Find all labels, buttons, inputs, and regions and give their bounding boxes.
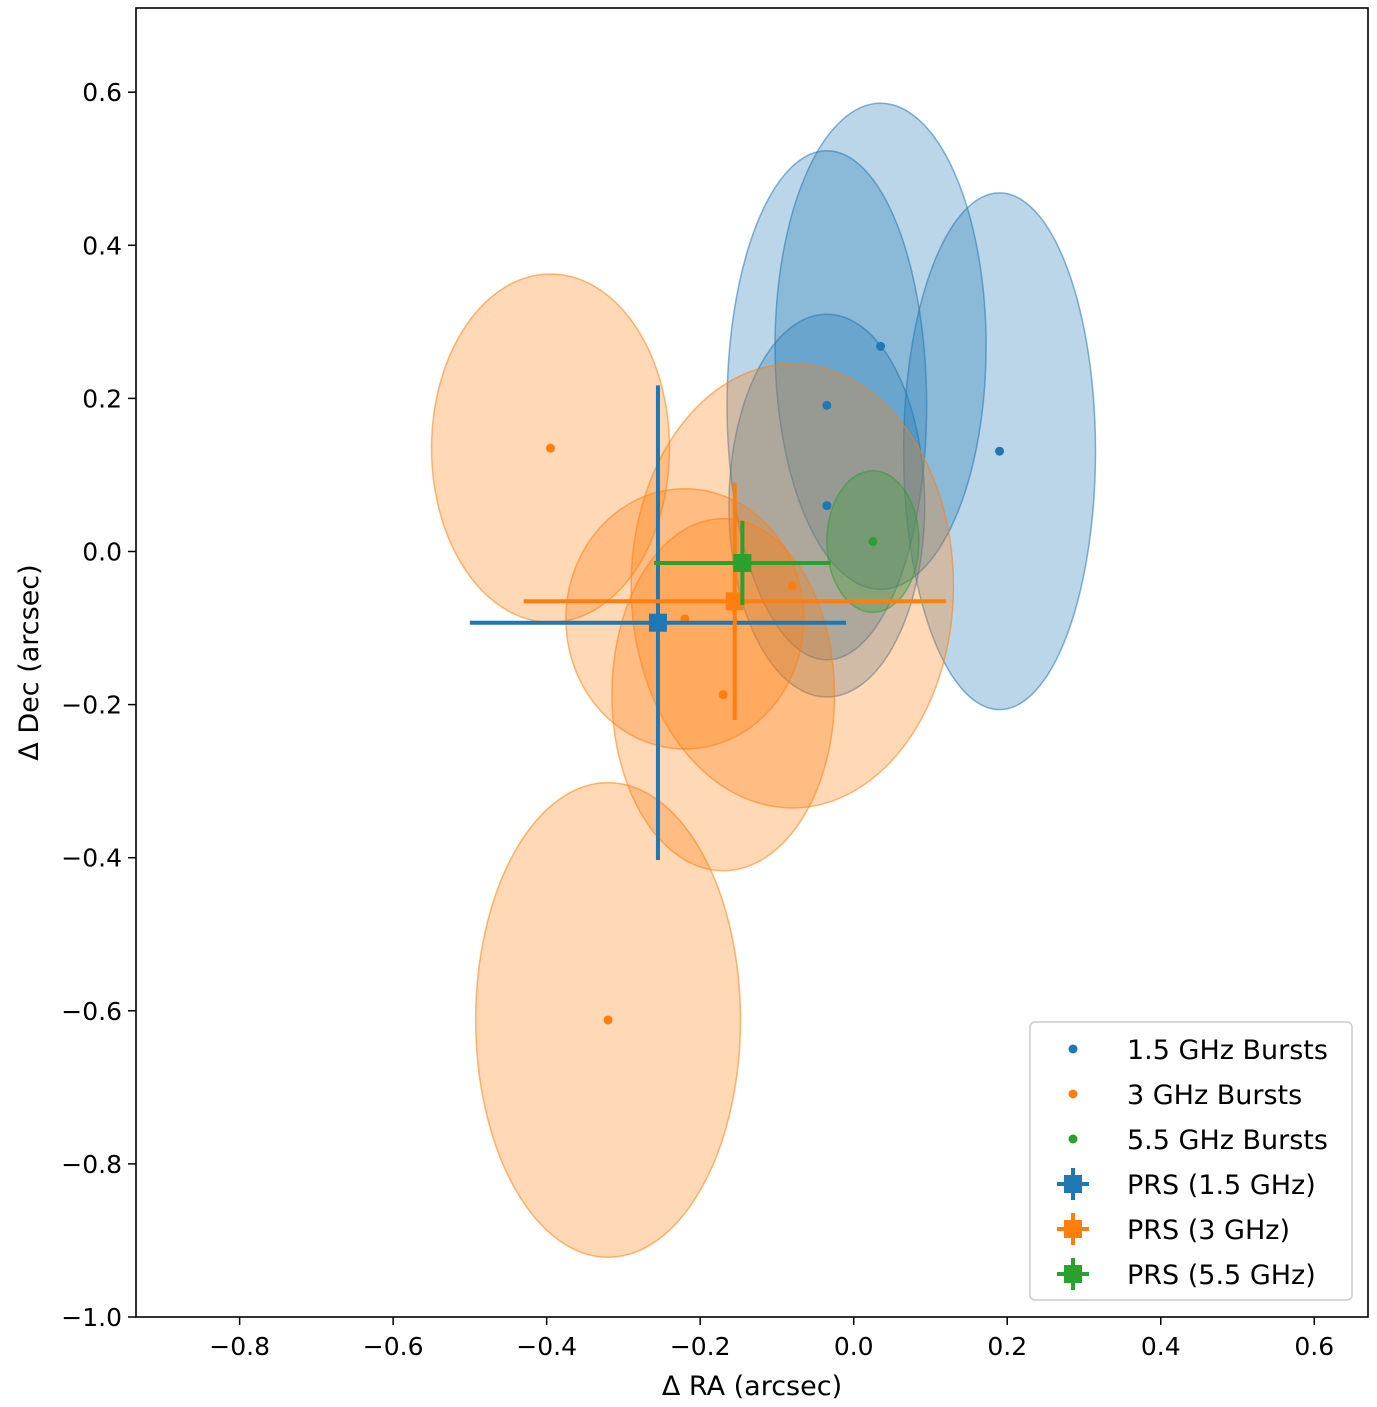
legend-square-marker bbox=[1064, 1175, 1082, 1193]
y-tick-label: 0.0 bbox=[82, 538, 122, 567]
legend-label: 3 GHz Bursts bbox=[1127, 1080, 1302, 1111]
plot-frame bbox=[135, 7, 1369, 1318]
y-tick-label: −0.2 bbox=[61, 691, 122, 720]
x-tick-label: −0.6 bbox=[363, 1332, 424, 1361]
legend-label: PRS (5.5 GHz) bbox=[1127, 1260, 1316, 1291]
legend-item: 3 GHz Bursts bbox=[1068, 1080, 1302, 1111]
legend-item: PRS (1.5 GHz) bbox=[1057, 1168, 1316, 1201]
burst-point-9 bbox=[868, 537, 878, 547]
legend-box bbox=[1029, 1021, 1353, 1301]
prs-marker-0 bbox=[648, 613, 667, 632]
x-axis-label: Δ RA (arcsec) bbox=[662, 1371, 842, 1402]
y-tick-label: −0.6 bbox=[61, 997, 122, 1026]
y-tick-label: −1.0 bbox=[61, 1303, 122, 1332]
prs-marker-2 bbox=[733, 553, 752, 572]
y-tick-label: −0.4 bbox=[61, 844, 122, 873]
y-axis-label: Δ Dec (arcsec) bbox=[14, 564, 45, 760]
x-tick-label: 0.6 bbox=[1294, 1332, 1334, 1361]
burst-point-7 bbox=[718, 690, 728, 700]
burst-point-8 bbox=[603, 1015, 613, 1025]
burst-point-3 bbox=[822, 501, 832, 511]
legend-label: PRS (3 GHz) bbox=[1127, 1215, 1290, 1246]
x-tick-label: −0.4 bbox=[516, 1332, 577, 1361]
burst-point-2 bbox=[995, 446, 1005, 456]
legend-label: 5.5 GHz Bursts bbox=[1127, 1125, 1328, 1156]
legend-dot-marker bbox=[1068, 1134, 1078, 1144]
x-tick-label: 0.0 bbox=[834, 1332, 874, 1361]
legend-item: 1.5 GHz Bursts bbox=[1068, 1035, 1328, 1066]
legend-label: PRS (1.5 GHz) bbox=[1127, 1170, 1316, 1201]
x-tick-label: −0.8 bbox=[209, 1332, 270, 1361]
legend: 1.5 GHz Bursts 3 GHz Bursts 5.5 GHz Bursts… bbox=[1029, 1021, 1353, 1301]
legend-label: 1.5 GHz Bursts bbox=[1127, 1035, 1328, 1066]
y-axis: 0.6 0.4 0.2 0.0 −0.2 −0.4 −0.6 −0.8 −1.0 bbox=[61, 78, 136, 1332]
legend-dot-marker bbox=[1068, 1089, 1078, 1099]
y-tick-label: 0.4 bbox=[82, 231, 122, 260]
burst-point-4 bbox=[546, 443, 556, 453]
burst-point-1 bbox=[822, 400, 832, 410]
y-tick-label: 0.6 bbox=[82, 78, 122, 107]
legend-item: PRS (5.5 GHz) bbox=[1057, 1258, 1316, 1291]
prs-marker-1 bbox=[725, 592, 744, 611]
legend-item: 5.5 GHz Bursts bbox=[1068, 1125, 1328, 1156]
legend-item: PRS (3 GHz) bbox=[1057, 1213, 1290, 1246]
x-tick-label: 0.2 bbox=[987, 1332, 1027, 1361]
legend-square-marker bbox=[1064, 1265, 1082, 1283]
burst-point-0 bbox=[876, 341, 886, 351]
y-tick-label: −0.8 bbox=[61, 1150, 122, 1179]
burst-point-5 bbox=[787, 581, 797, 591]
burst-ellipses bbox=[430, 102, 1097, 1259]
prs-errorbars bbox=[469, 385, 946, 860]
legend-dot-marker bbox=[1068, 1044, 1078, 1054]
legend-square-marker bbox=[1064, 1220, 1082, 1238]
y-tick-label: 0.2 bbox=[82, 384, 122, 413]
x-tick-label: −0.2 bbox=[670, 1332, 731, 1361]
x-axis: −0.8 −0.6 −0.4 −0.2 0.0 0.2 0.4 0.6 bbox=[209, 1317, 1334, 1361]
x-tick-label: 0.4 bbox=[1141, 1332, 1181, 1361]
